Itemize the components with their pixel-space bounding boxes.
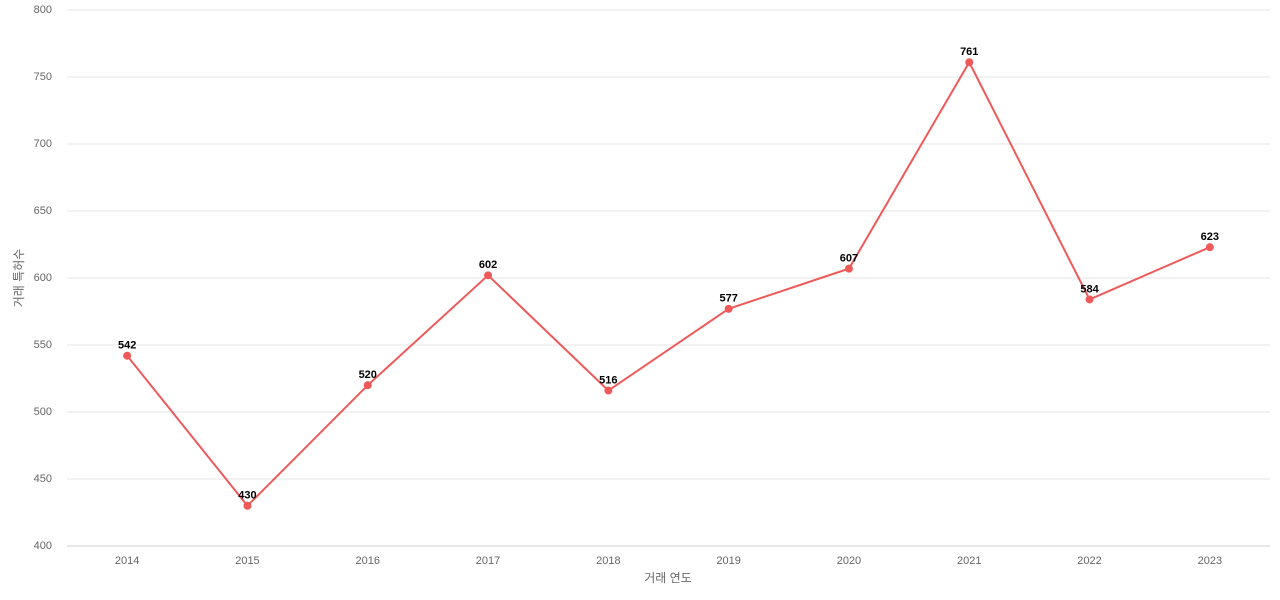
data-label: 607	[840, 253, 858, 265]
x-tick-label: 2018	[596, 555, 620, 567]
y-tick-label: 750	[34, 71, 52, 83]
x-tick-label: 2017	[476, 555, 500, 567]
data-point	[604, 386, 613, 395]
y-axis-label: 거래 특허수	[12, 249, 26, 308]
y-tick-label: 400	[34, 540, 52, 552]
data-line	[126, 60, 1211, 508]
data-label: 430	[238, 490, 256, 502]
data-point	[965, 58, 974, 67]
data-point	[724, 304, 733, 313]
y-tick-label: 450	[34, 473, 52, 485]
x-tick-label: 2023	[1198, 555, 1222, 567]
data-label: 542	[118, 340, 136, 352]
y-tick-label: 700	[34, 138, 52, 150]
x-tick-label: 2015	[235, 555, 259, 567]
data-label: 520	[359, 369, 377, 381]
x-tick-label: 2014	[115, 555, 139, 567]
data-point	[123, 351, 132, 360]
x-tick-label: 2021	[957, 555, 981, 567]
data-label: 577	[719, 293, 737, 305]
y-tick-label: 600	[34, 272, 52, 284]
data-point	[1085, 295, 1094, 304]
y-tick-label: 550	[34, 339, 52, 351]
data-label: 516	[599, 374, 617, 386]
data-label: 602	[479, 259, 497, 271]
x-tick-label: 2019	[716, 555, 740, 567]
y-tick-label: 650	[34, 205, 52, 217]
data-label: 761	[960, 46, 978, 58]
data-point	[1205, 243, 1214, 252]
x-tick-label: 2022	[1077, 555, 1101, 567]
data-label: 584	[1080, 283, 1099, 295]
y-tick-label: 800	[34, 4, 52, 16]
data-label: 623	[1201, 231, 1219, 243]
data-point	[844, 264, 853, 273]
data-point	[363, 381, 372, 390]
data-point	[243, 501, 252, 510]
x-tick-label: 2016	[356, 555, 380, 567]
y-tick-label: 500	[34, 406, 52, 418]
x-tick-label: 2020	[837, 555, 861, 567]
x-axis-label: 거래 연도	[644, 571, 692, 585]
data-point	[484, 271, 493, 280]
